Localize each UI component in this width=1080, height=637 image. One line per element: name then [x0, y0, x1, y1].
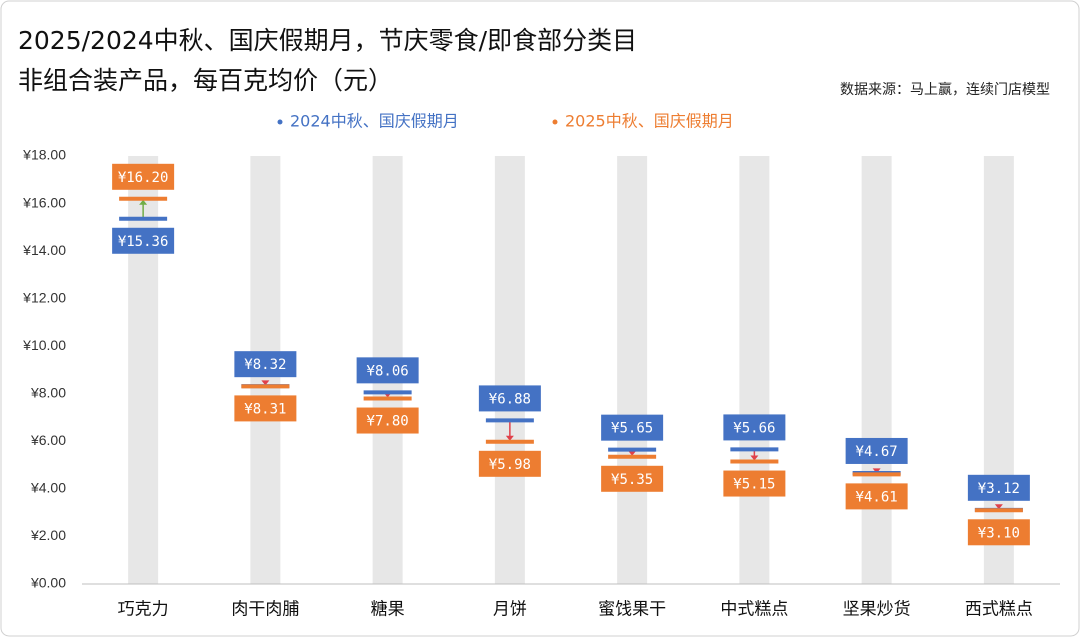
- x-tick-label: 糖果: [371, 600, 405, 620]
- column-bg: [617, 156, 648, 584]
- y-tick-label: ¥14.00: [22, 242, 66, 258]
- x-tick-label: 肉干肉脯: [231, 600, 299, 620]
- legend-label: 2024中秋、国庆假期月: [290, 112, 459, 131]
- x-tick-label: 月饼: [493, 600, 527, 620]
- chart-subtitle: 非组合装产品，每百克均价（元）: [18, 66, 393, 95]
- value-label: ¥5.35: [611, 472, 653, 488]
- value-label: ¥3.12: [978, 481, 1020, 497]
- column-bg: [861, 156, 892, 584]
- value-label: ¥15.36: [118, 234, 169, 250]
- value-label: ¥4.61: [856, 489, 898, 505]
- value-label-box: [723, 414, 786, 441]
- x-tick-label: 坚果炒货: [843, 600, 911, 620]
- y-tick-label: ¥0.00: [30, 575, 66, 591]
- y-tick-label: ¥8.00: [30, 384, 66, 400]
- value-label-box: [112, 227, 175, 254]
- legend-bullet: [277, 119, 283, 125]
- y-tick-label: ¥2.00: [30, 527, 66, 543]
- value-label-box: [601, 465, 664, 492]
- value-label: ¥5.98: [489, 457, 531, 473]
- value-label: ¥5.65: [611, 421, 653, 437]
- value-label: ¥4.67: [856, 444, 898, 460]
- change-arrowhead: [994, 504, 1003, 510]
- value-label-box: [112, 163, 175, 190]
- value-label: ¥5.66: [733, 420, 775, 436]
- value-label-box: [234, 395, 297, 422]
- value-label: ¥8.31: [244, 401, 286, 417]
- change-arrowhead: [750, 455, 759, 461]
- value-label-box: [356, 357, 419, 384]
- y-tick-label: ¥10.00: [22, 337, 66, 353]
- value-label-box: [967, 474, 1030, 501]
- y-tick-label: ¥18.00: [22, 147, 66, 163]
- column-bg: [128, 156, 159, 584]
- value-label-box: [845, 483, 908, 510]
- value-label-box: [845, 437, 908, 464]
- value-label-box: [478, 450, 541, 477]
- value-label-box: [356, 407, 419, 434]
- y-tick-label: ¥16.00: [22, 194, 66, 210]
- y-tick-label: ¥6.00: [30, 432, 66, 448]
- legend-bullet: [552, 119, 558, 125]
- x-tick-label: 中式糕点: [720, 600, 788, 620]
- value-label-box: [234, 351, 297, 378]
- value-label-box: [601, 414, 664, 441]
- value-label-box: [967, 519, 1030, 546]
- change-arrowhead: [261, 380, 270, 386]
- y-tick-label: ¥4.00: [30, 480, 66, 496]
- y-tick-label: ¥12.00: [22, 289, 66, 305]
- value-label: ¥8.06: [367, 363, 409, 379]
- change-arrowhead: [139, 199, 148, 205]
- change-arrowhead: [505, 435, 514, 441]
- column-bg: [494, 156, 525, 584]
- chart-title: 2025/2024中秋、国庆假期月，节庆零食/即食部分类目: [18, 26, 637, 55]
- x-tick-label: 西式糕点: [965, 600, 1033, 620]
- x-tick-label: 蜜饯果干: [598, 600, 666, 620]
- value-label-box: [478, 385, 541, 412]
- change-arrowhead: [628, 450, 637, 456]
- x-tick-label: 巧克力: [118, 600, 169, 620]
- value-label: ¥16.20: [118, 170, 169, 186]
- value-label: ¥3.10: [978, 525, 1020, 541]
- change-arrowhead: [872, 468, 881, 474]
- value-label: ¥6.88: [489, 391, 531, 407]
- value-label-box: [723, 470, 786, 497]
- legend-label: 2025中秋、国庆假期月: [565, 112, 734, 131]
- value-label: ¥8.32: [244, 357, 286, 373]
- source: 数据来源：马上赢，连续门店模型: [840, 81, 1050, 98]
- column-bg: [983, 156, 1014, 584]
- value-label: ¥5.15: [733, 477, 775, 493]
- value-label: ¥7.80: [367, 414, 409, 430]
- column-bg: [739, 156, 770, 584]
